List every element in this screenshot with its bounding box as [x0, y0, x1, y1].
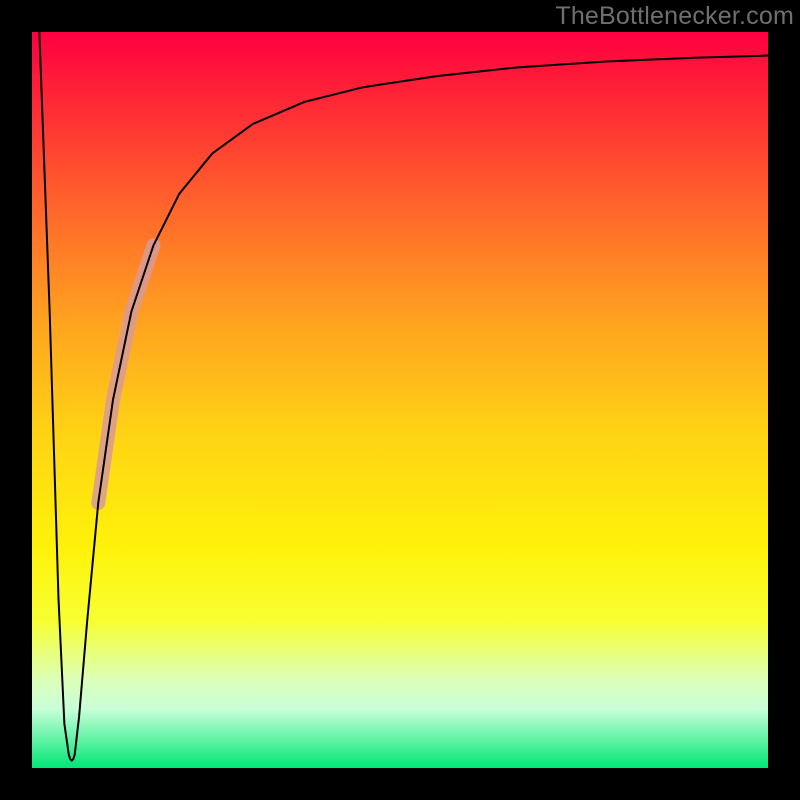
frame-bottom — [0, 768, 800, 800]
plot-background — [32, 32, 768, 768]
chart-stage: TheBottlenecker.com — [0, 0, 800, 800]
watermark-text: TheBottlenecker.com — [555, 2, 794, 31]
frame-left — [0, 0, 32, 800]
bottleneck-chart — [0, 0, 800, 800]
frame-right — [768, 0, 800, 800]
